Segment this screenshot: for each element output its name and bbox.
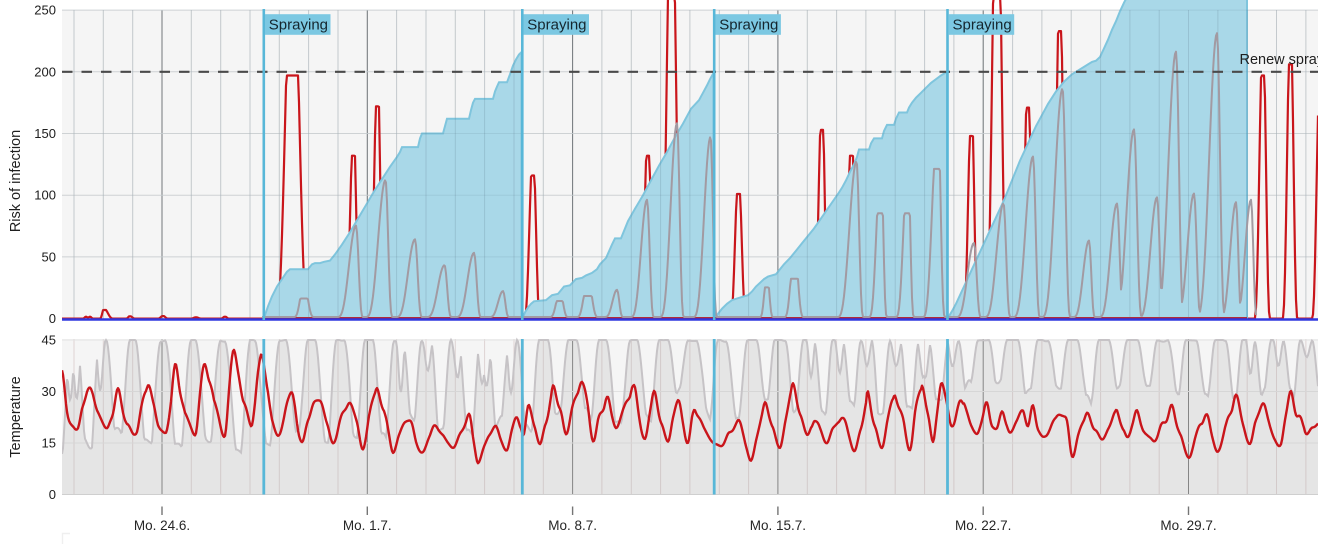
svg-text:30: 30 — [42, 384, 56, 399]
svg-text:Mo. 15.7.: Mo. 15.7. — [750, 518, 806, 533]
svg-text:Spraying: Spraying — [953, 17, 1012, 34]
svg-text:250: 250 — [34, 3, 56, 18]
svg-text:Mo. 29.7.: Mo. 29.7. — [1160, 518, 1216, 533]
svg-text:50: 50 — [42, 249, 56, 264]
svg-text:Mo. 24.6.: Mo. 24.6. — [134, 518, 190, 533]
svg-text:Renew spraying: Renew spraying — [1240, 52, 1318, 68]
svg-text:Spraying: Spraying — [269, 17, 328, 34]
svg-text:100: 100 — [34, 188, 56, 203]
svg-text:Mo. 22.7.: Mo. 22.7. — [955, 518, 1011, 533]
svg-text:200: 200 — [34, 64, 56, 79]
svg-text:Mo. 8.7.: Mo. 8.7. — [548, 518, 597, 533]
svg-text:0: 0 — [49, 487, 56, 502]
svg-text:Spraying: Spraying — [527, 17, 586, 34]
svg-text:45: 45 — [42, 333, 56, 348]
svg-text:Risk of infection: Risk of infection — [8, 130, 24, 232]
svg-text:Spraying: Spraying — [719, 17, 778, 34]
svg-text:Mo. 1.7.: Mo. 1.7. — [343, 518, 392, 533]
svg-text:Temperature: Temperature — [8, 376, 24, 457]
svg-text:0: 0 — [49, 311, 56, 326]
svg-text:150: 150 — [34, 126, 56, 141]
svg-text:15: 15 — [42, 436, 56, 451]
